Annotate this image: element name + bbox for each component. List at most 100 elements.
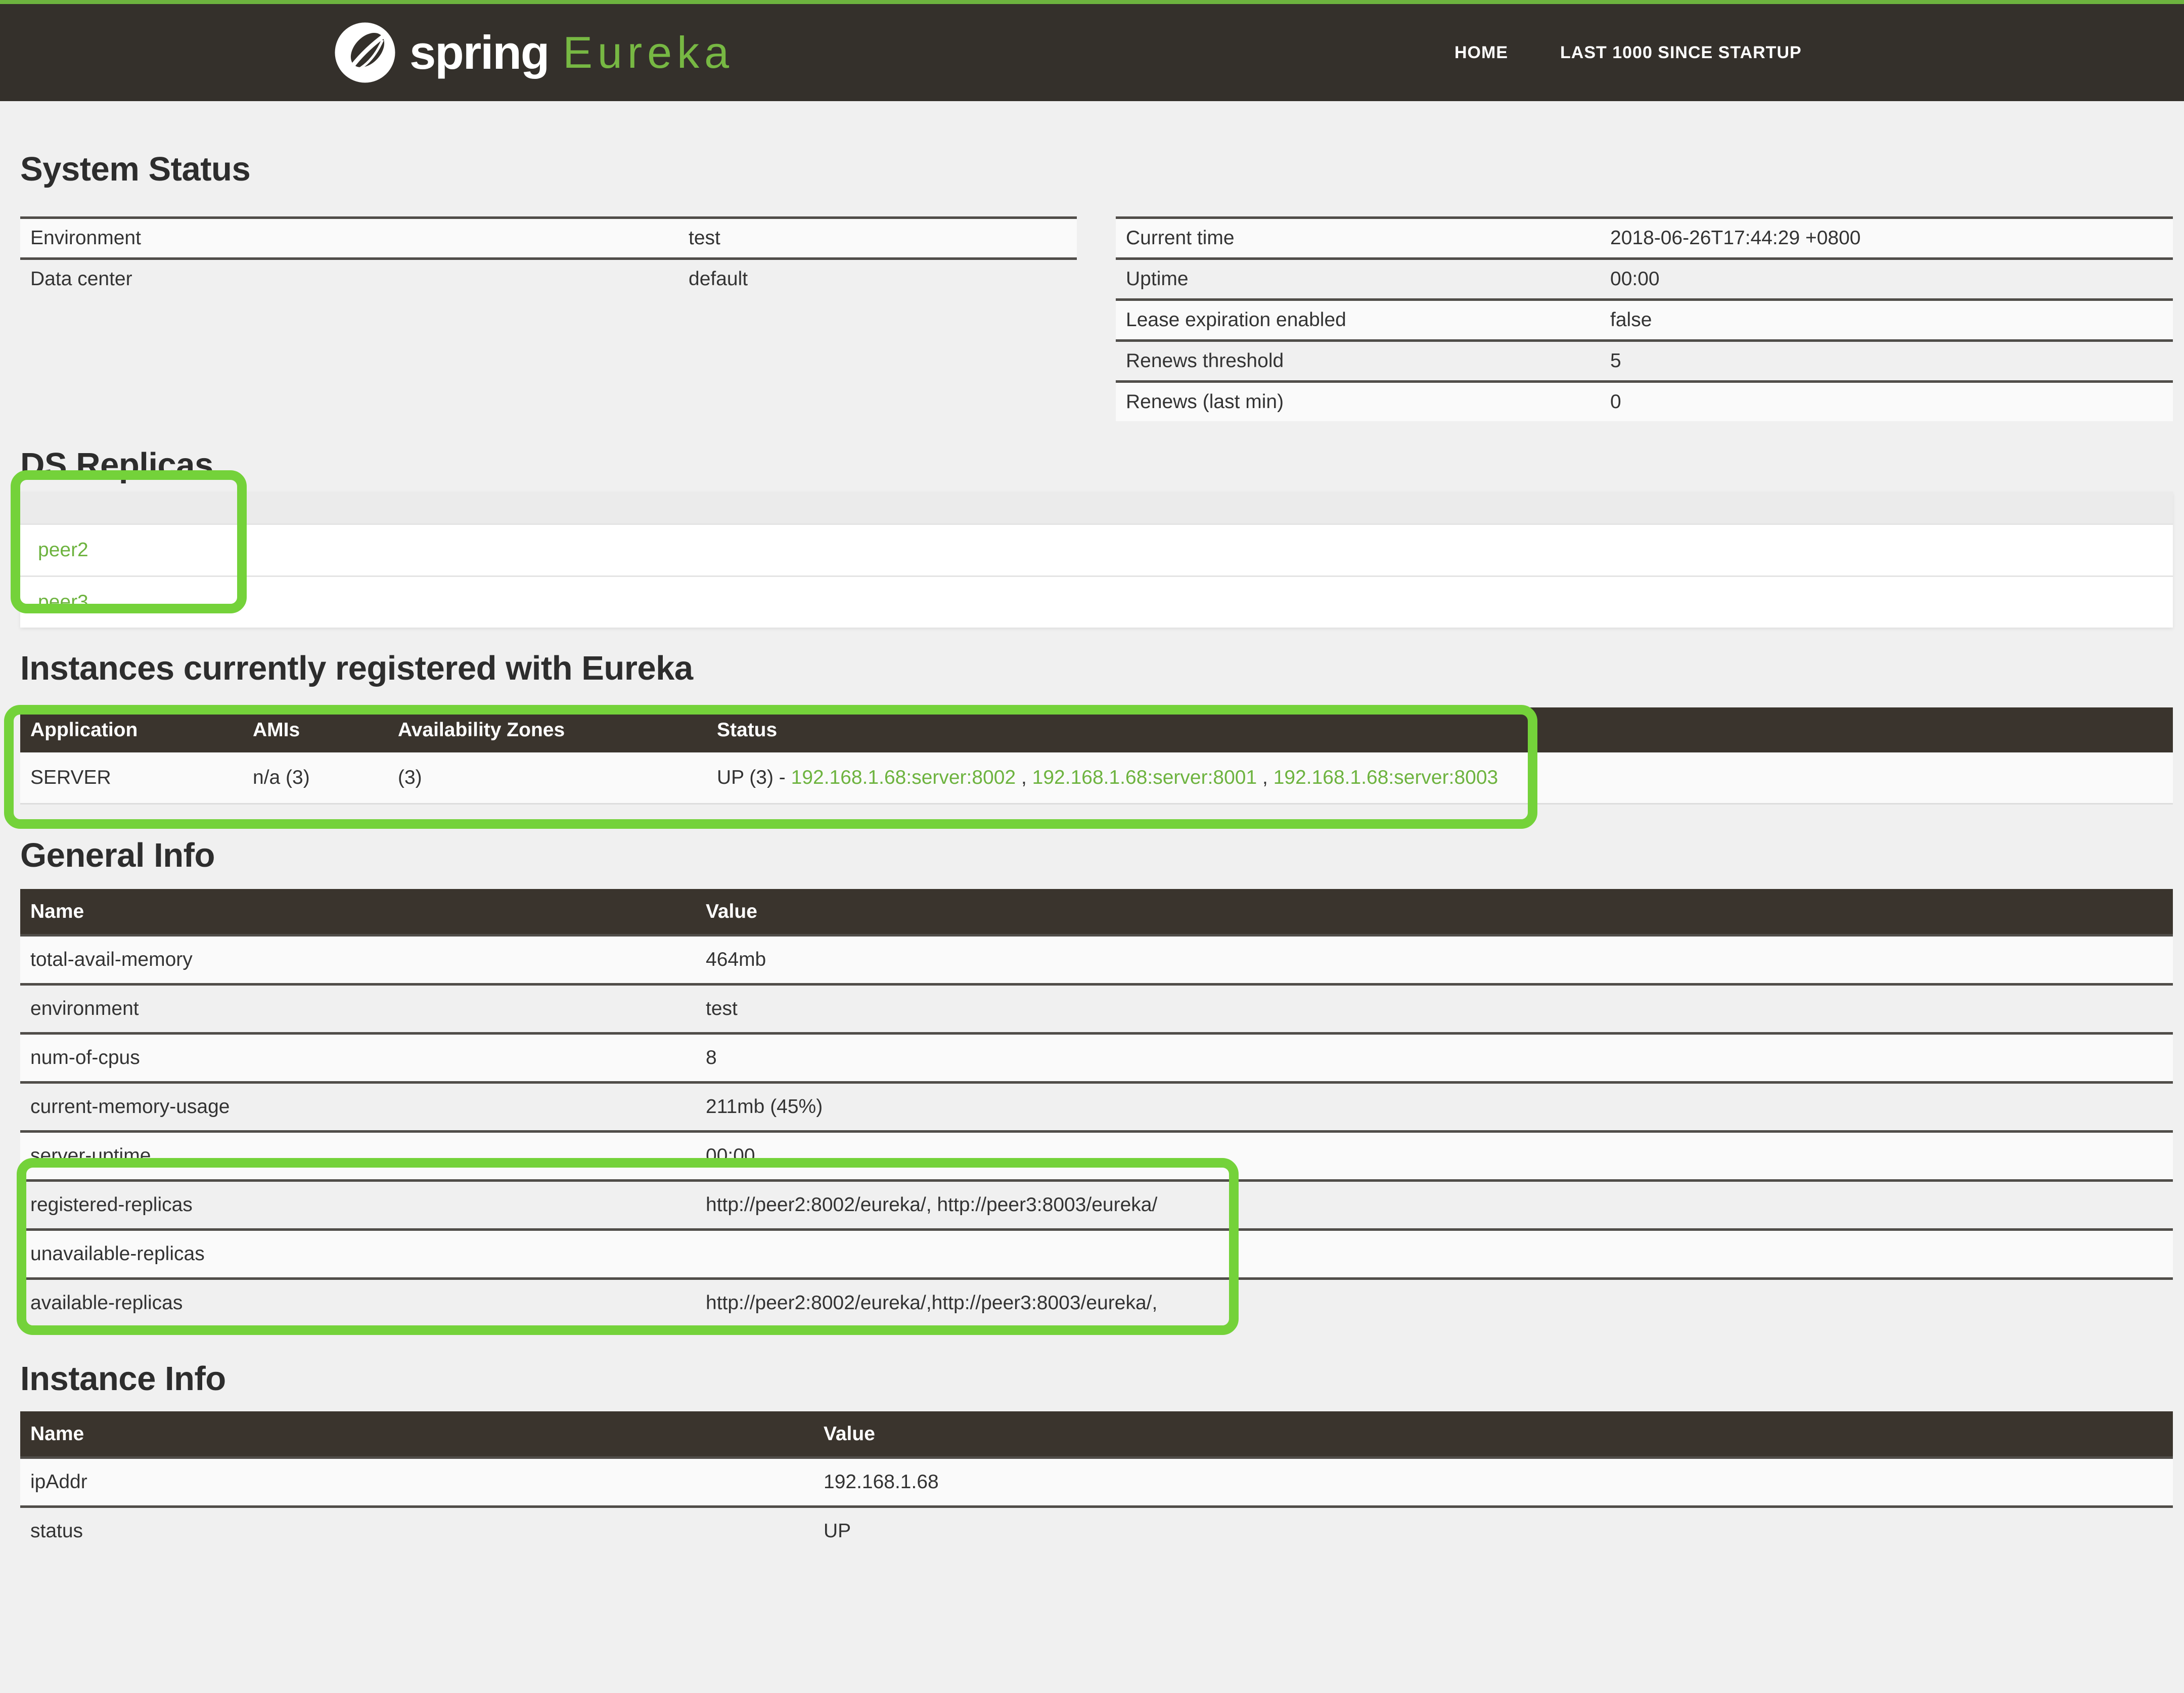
- main-content: System Status Environment test Data center…: [0, 150, 2184, 1554]
- row-value: 00:00: [696, 1130, 2173, 1181]
- row-value: 192.168.1.68: [813, 1456, 2173, 1507]
- status-text: UP (3) -: [717, 767, 791, 788]
- table-row: Lease expiration enabled false: [1116, 298, 2173, 341]
- brand: spring Eureka: [334, 4, 734, 101]
- cell-availability-zones: (3): [388, 752, 707, 805]
- table-row: num-of-cpus 8: [20, 1032, 2173, 1083]
- row-label: Lease expiration enabled: [1116, 298, 1600, 341]
- ds-replica-cell: peer2: [20, 523, 2173, 576]
- instances-header-row: Application AMIs Availability Zones Stat…: [20, 707, 2173, 752]
- status-separator: ,: [1016, 767, 1032, 788]
- navbar: spring Eureka HOME LAST 1000 SINCE START…: [0, 0, 2184, 101]
- general-info-header-row: Name Value: [20, 889, 2173, 935]
- table-row: Renews (last min) 0: [1116, 380, 2173, 421]
- row-value: 464mb: [696, 934, 2173, 985]
- ds-replica-cell: peer3: [20, 575, 2173, 628]
- row-label: Environment: [20, 216, 678, 259]
- system-status-title: System Status: [20, 150, 251, 188]
- column-header-status: Status: [707, 707, 2173, 752]
- row-label: registered-replicas: [20, 1179, 696, 1230]
- row-value: 5: [1600, 339, 2173, 382]
- row-label: num-of-cpus: [20, 1032, 696, 1083]
- instances-table: Application AMIs Availability Zones Stat…: [20, 707, 2173, 805]
- brand-eureka-text: Eureka: [563, 27, 735, 77]
- row-value: 0: [1600, 380, 2173, 421]
- table-row: Renews threshold 5: [1116, 339, 2173, 382]
- row-value: test: [696, 983, 2173, 1034]
- general-info-table: Name Value total-avail-memory 464mb enviro…: [20, 889, 2173, 1326]
- row-label: Renews (last min): [1116, 380, 1600, 421]
- instance-row: SERVER n/a (3) (3) UP (3) - 192.168.1.68:se…: [20, 752, 2173, 805]
- row-label: total-avail-memory: [20, 934, 696, 985]
- column-header-value: Value: [696, 889, 2173, 935]
- row-value: 8: [696, 1032, 2173, 1083]
- column-header-application: Application: [20, 707, 243, 752]
- table-row: current-memory-usage 211mb (45%): [20, 1081, 2173, 1132]
- instance-link[interactable]: 192.168.1.68:server:8002: [791, 767, 1016, 788]
- row-label: ipAddr: [20, 1456, 813, 1507]
- row-label: Current time: [1116, 216, 1600, 259]
- instance-link[interactable]: 192.168.1.68:server:8003: [1273, 767, 1498, 788]
- ds-replicas-table: peer2 peer3: [20, 492, 2173, 628]
- table-row: Environment test: [20, 216, 1077, 259]
- row-value: http://peer2:8002/eureka/, http://peer3:…: [696, 1179, 2173, 1230]
- instance-info-header-row: Name Value: [20, 1411, 2173, 1458]
- system-status-left-table: Environment test Data center default: [20, 216, 1077, 298]
- status-separator: ,: [1257, 767, 1273, 788]
- system-status-tables: Environment test Data center default Curren…: [20, 216, 2173, 421]
- system-status-right-table: Current time 2018-06-26T17:44:29 +0800 Upt…: [1116, 216, 2173, 421]
- row-label: available-replicas: [20, 1277, 696, 1326]
- table-row: status UP: [20, 1505, 2173, 1554]
- column-header-amis: AMIs: [243, 707, 388, 752]
- ds-replicas-title: DS Replicas: [20, 446, 213, 484]
- table-row: available-replicas http://peer2:8002/eure…: [20, 1277, 2173, 1326]
- row-value: UP: [813, 1505, 2173, 1554]
- row-label: unavailable-replicas: [20, 1228, 696, 1279]
- row-value: 00:00: [1600, 257, 2173, 300]
- table-row: ipAddr 192.168.1.68: [20, 1456, 2173, 1507]
- ds-replica-link[interactable]: peer3: [38, 591, 88, 613]
- column-header-name: Name: [20, 1411, 813, 1458]
- instance-info-title: Instance Info: [20, 1360, 226, 1398]
- instance-link[interactable]: 192.168.1.68:server:8001: [1032, 767, 1257, 788]
- nav-links: HOME LAST 1000 SINCE STARTUP: [1454, 4, 1802, 101]
- spring-logo-icon: [335, 22, 395, 83]
- row-value: test: [678, 216, 1077, 259]
- column-header-name: Name: [20, 889, 696, 935]
- row-label: Renews threshold: [1116, 339, 1600, 382]
- nav-link-home[interactable]: HOME: [1454, 42, 1508, 62]
- instance-info-table: Name Value ipAddr 192.168.1.68 status UP: [20, 1411, 2173, 1554]
- column-header-value: Value: [813, 1411, 2173, 1458]
- ds-replica-row: peer2: [20, 523, 2173, 576]
- row-label: Uptime: [1116, 257, 1600, 300]
- table-row: registered-replicas http://peer2:8002/eur…: [20, 1179, 2173, 1230]
- table-row: Data center default: [20, 257, 1077, 298]
- cell-status: UP (3) - 192.168.1.68:server:8002 , 192.…: [707, 752, 2173, 805]
- row-label: current-memory-usage: [20, 1081, 696, 1132]
- row-label: server-uptime: [20, 1130, 696, 1181]
- table-row: environment test: [20, 983, 2173, 1034]
- table-row: Uptime 00:00: [1116, 257, 2173, 300]
- ds-replica-row: peer3: [20, 575, 2173, 628]
- instances-title: Instances currently registered with Eure…: [20, 649, 693, 687]
- row-value: default: [678, 257, 1077, 298]
- nav-link-last-1000[interactable]: LAST 1000 SINCE STARTUP: [1560, 42, 1802, 62]
- table-row: Current time 2018-06-26T17:44:29 +0800: [1116, 216, 2173, 259]
- cell-amis: n/a (3): [243, 752, 388, 805]
- ds-replica-link[interactable]: peer2: [38, 539, 88, 561]
- table-row: total-avail-memory 464mb: [20, 934, 2173, 985]
- row-value: 211mb (45%): [696, 1081, 2173, 1132]
- row-value: [696, 1228, 2173, 1279]
- column-header-availability-zones: Availability Zones: [388, 707, 707, 752]
- general-info-title: General Info: [20, 836, 215, 874]
- table-row: server-uptime 00:00: [20, 1130, 2173, 1181]
- row-value: false: [1600, 298, 2173, 341]
- cell-application: SERVER: [20, 752, 243, 805]
- table-row: unavailable-replicas: [20, 1228, 2173, 1279]
- ds-replicas-header: [20, 492, 2173, 524]
- row-label: status: [20, 1505, 813, 1554]
- brand-spring-text: spring: [410, 26, 550, 79]
- row-label: Data center: [20, 257, 678, 298]
- row-value: 2018-06-26T17:44:29 +0800: [1600, 216, 2173, 259]
- row-label: environment: [20, 983, 696, 1034]
